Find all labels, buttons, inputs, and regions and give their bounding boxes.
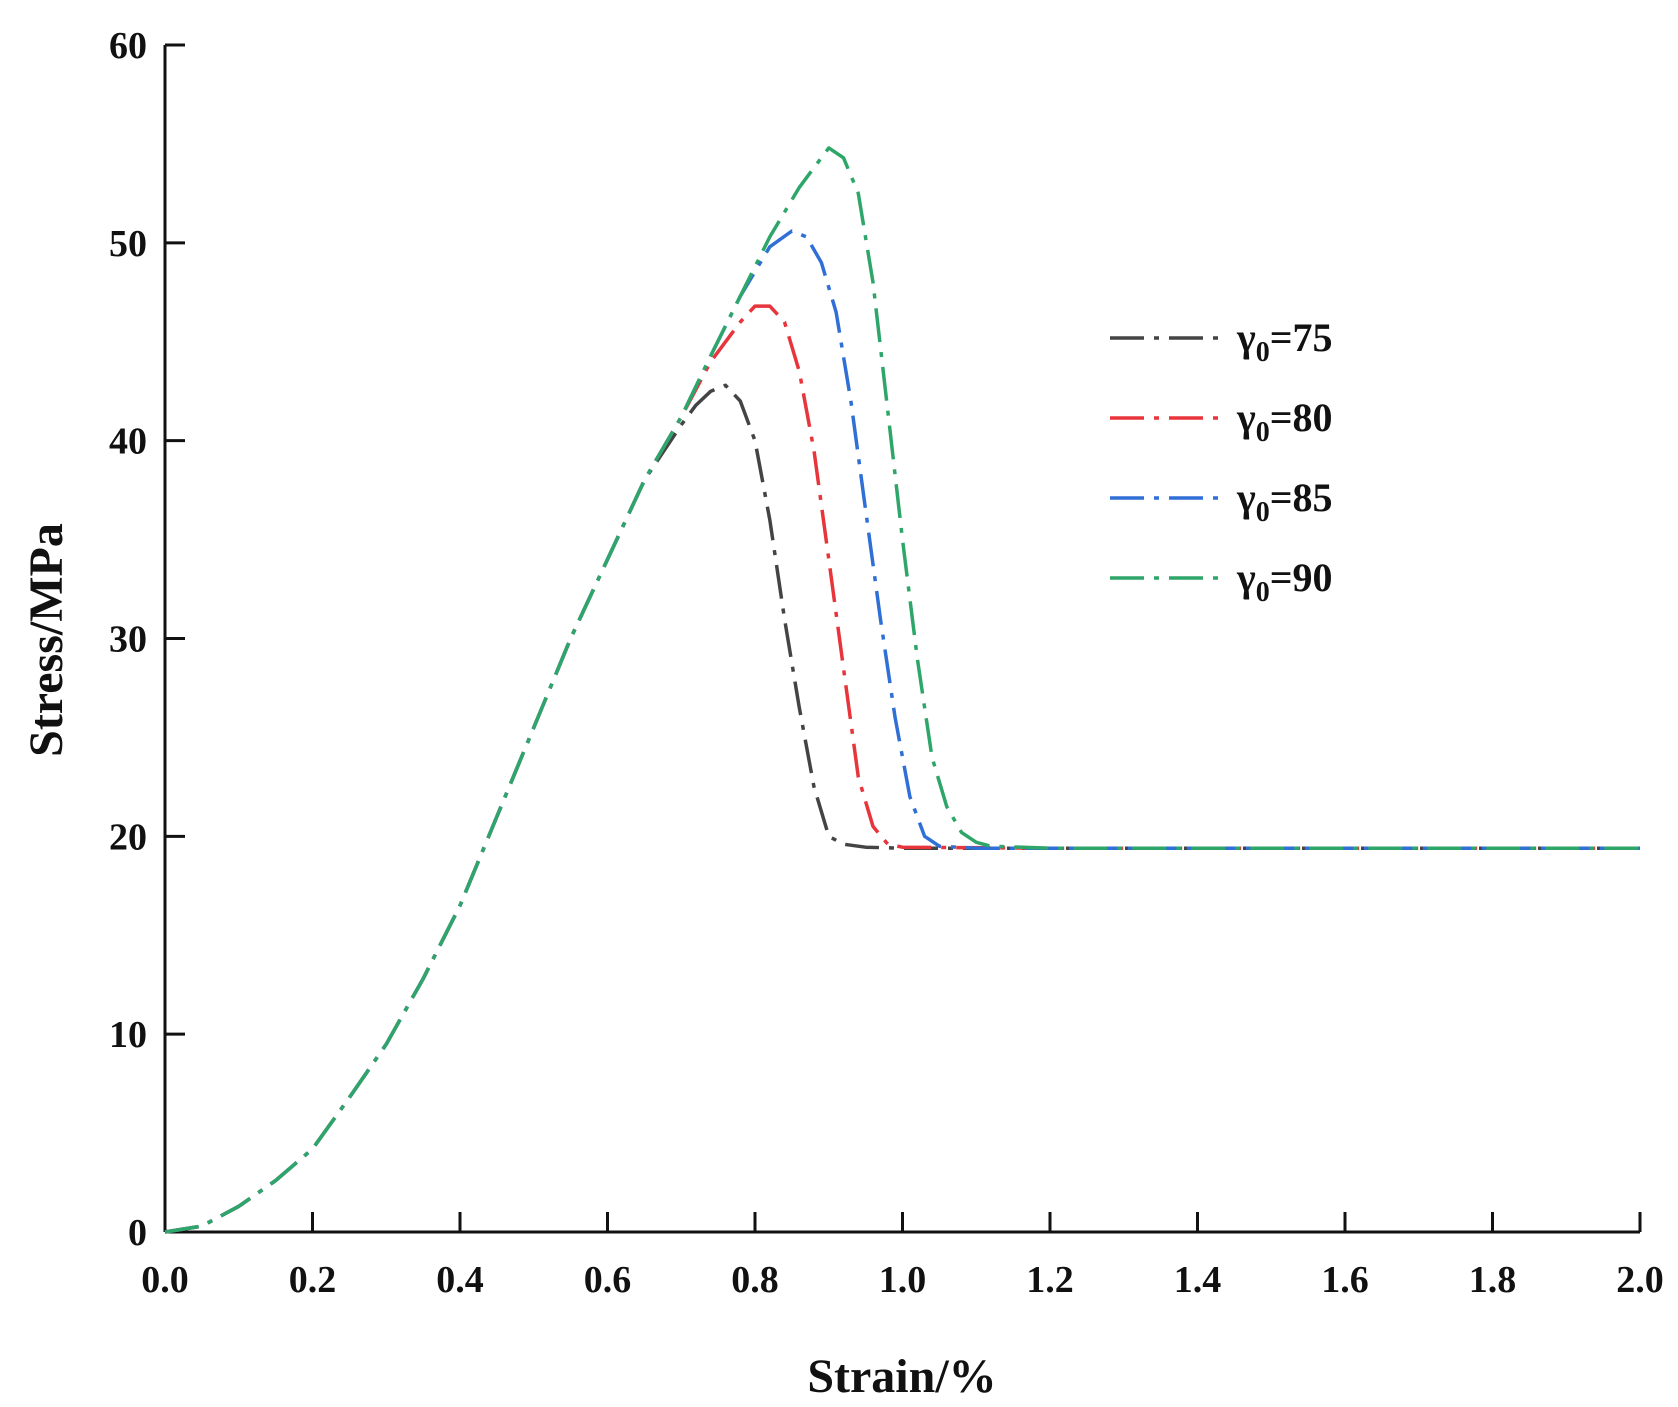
legend-label: γ0=80 xyxy=(1236,395,1333,448)
y-axis-title: Stress/MPa xyxy=(20,523,73,757)
y-tick-label: 0 xyxy=(128,1212,147,1254)
legend-subscript: 0 xyxy=(1256,497,1270,528)
x-tick-label: 1.6 xyxy=(1321,1259,1369,1301)
legend-label: γ0=75 xyxy=(1236,315,1333,368)
series-line-2 xyxy=(164,229,1640,1234)
legend-symbol: γ xyxy=(1236,315,1256,360)
legend-item: γ0=85 xyxy=(1110,475,1333,528)
x-tick-label: 1.2 xyxy=(1026,1259,1074,1301)
legend-item: γ0=90 xyxy=(1110,555,1333,608)
series-line-3 xyxy=(164,146,1640,1234)
legend-symbol: γ xyxy=(1236,395,1256,440)
legend-label: γ0=85 xyxy=(1236,475,1333,528)
y-tick-label: 50 xyxy=(109,223,147,265)
y-tick-label: 30 xyxy=(109,619,147,661)
legend-subscript: 0 xyxy=(1256,337,1270,368)
series-lines xyxy=(164,146,1640,1234)
y-tick-label: 60 xyxy=(109,25,147,67)
series-line-0 xyxy=(164,383,1640,1234)
legend-label: γ0=90 xyxy=(1236,555,1333,608)
legend-item: γ0=75 xyxy=(1110,315,1333,368)
plot-area: 0 10 20 30 40 50 60 0.0 0.2 0.4 0.6 0.8 1.0 1.2 1.4 1.… xyxy=(109,25,1664,1301)
x-axis-ticks: 0.0 0.2 0.4 0.6 0.8 1.0 1.2 1.4 1.6 1.8 2.0 xyxy=(141,1212,1664,1301)
x-tick-label: 0.6 xyxy=(584,1259,632,1301)
y-tick-label: 40 xyxy=(109,421,147,463)
x-tick-label: 1.8 xyxy=(1469,1259,1517,1301)
x-tick-label: 0.4 xyxy=(436,1259,484,1301)
x-tick-label: 0.0 xyxy=(141,1259,189,1301)
x-axis-title: Strain/% xyxy=(807,1350,996,1403)
x-tick-label: 2.0 xyxy=(1616,1259,1664,1301)
legend-item: γ0=80 xyxy=(1110,395,1333,448)
x-tick-label: 1.0 xyxy=(879,1259,927,1301)
y-axis-ticks: 0 10 20 30 40 50 60 xyxy=(109,25,185,1254)
x-tick-label: 0.2 xyxy=(289,1259,337,1301)
legend-value: =80 xyxy=(1270,395,1333,440)
legend-value: =75 xyxy=(1270,315,1333,360)
x-tick-label: 1.4 xyxy=(1174,1259,1222,1301)
legend-symbol: γ xyxy=(1236,475,1256,520)
legend-value: =85 xyxy=(1270,475,1333,520)
legend-subscript: 0 xyxy=(1256,417,1270,448)
x-tick-label: 0.8 xyxy=(731,1259,779,1301)
y-tick-label: 20 xyxy=(109,816,147,858)
y-tick-label: 10 xyxy=(109,1014,147,1056)
legend-symbol: γ xyxy=(1236,555,1256,600)
series-line-1 xyxy=(164,304,1640,1234)
legend-value: =90 xyxy=(1270,555,1333,600)
legend-subscript: 0 xyxy=(1256,577,1270,608)
